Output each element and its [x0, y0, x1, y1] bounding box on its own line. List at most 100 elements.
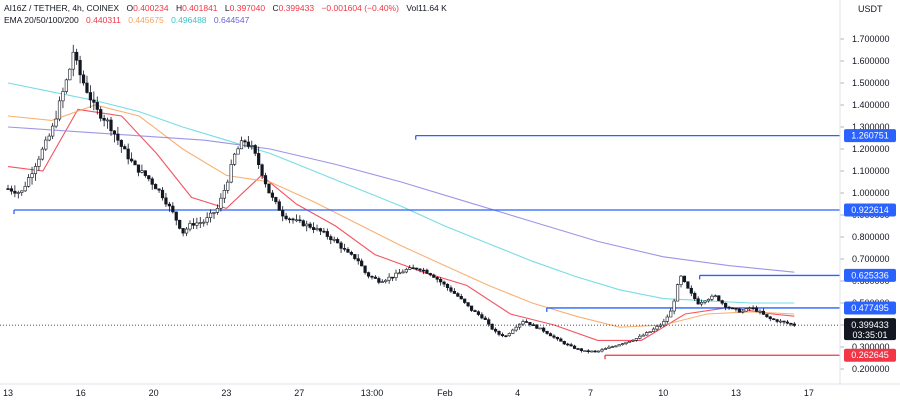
ohlc-legend: AI16Z / TETHER, 4h, COINEX O0.400234 H0.… — [4, 3, 452, 14]
candle-body — [645, 332, 649, 336]
candle-body — [552, 335, 556, 338]
candle-body — [44, 139, 48, 150]
candle-body — [195, 222, 199, 226]
x-tick-label: Feb — [437, 388, 453, 398]
ema-line-ema-100 — [7, 82, 795, 304]
ema50-value: 0.445675 — [128, 15, 164, 25]
candle-body — [504, 335, 508, 338]
candle-body — [545, 331, 549, 334]
candle-body — [373, 276, 378, 279]
level-price-label: 0.922614 — [851, 205, 889, 215]
candle-body — [442, 281, 446, 285]
candle-body — [435, 277, 439, 280]
candle-body — [621, 343, 625, 345]
candle-body — [315, 228, 319, 230]
candle-body — [662, 321, 666, 326]
candle-body — [586, 350, 590, 353]
candle-countdown: 03:35:01 — [852, 330, 887, 340]
candle-body — [68, 68, 72, 81]
candle-body — [765, 314, 769, 318]
level-price-label: 0.477495 — [851, 303, 889, 313]
candle-body — [215, 208, 220, 213]
candle-body — [596, 350, 601, 353]
candle-body — [394, 272, 398, 278]
level-price-tag — [844, 268, 896, 282]
candle-body — [542, 327, 546, 332]
candle-body — [329, 236, 333, 241]
candle-body — [720, 300, 724, 304]
candle-body — [360, 260, 364, 267]
candle-body — [493, 328, 498, 332]
candle-body — [693, 292, 697, 300]
candle-body — [143, 170, 147, 176]
y-tick-label: 0.800000 — [852, 232, 890, 242]
candle-body — [408, 267, 412, 270]
candle-body — [507, 333, 511, 337]
y-tick-label: 1.700000 — [852, 34, 890, 44]
candle-body — [439, 278, 443, 283]
open-value: O0.400234 — [126, 3, 169, 13]
candle-body — [349, 252, 353, 255]
candle-body — [30, 173, 34, 178]
x-tick-label: 7 — [588, 388, 593, 398]
candle-body — [634, 338, 638, 341]
candle-body — [782, 320, 786, 323]
candle-body — [421, 269, 426, 272]
candle-body — [548, 333, 553, 337]
candle-body — [263, 175, 268, 185]
candle-body — [480, 314, 484, 319]
candle-body — [463, 298, 467, 303]
candle-body — [71, 51, 75, 70]
level-price-tag — [844, 203, 896, 217]
candle-body — [287, 218, 292, 221]
candle-body — [428, 273, 432, 276]
candle-body — [445, 283, 450, 289]
candle-body — [274, 197, 278, 203]
candle-body — [487, 319, 491, 325]
x-tick-label: 27 — [294, 388, 304, 398]
candle-body — [267, 183, 271, 194]
candle-body — [473, 310, 477, 312]
candle-body — [184, 228, 189, 234]
x-tick-label: 13:00 — [361, 388, 384, 398]
candle-body — [164, 197, 168, 205]
candle-body — [191, 223, 196, 226]
candle-body — [356, 258, 360, 262]
candle-body — [751, 307, 755, 310]
candle-body — [449, 287, 453, 292]
candle-body — [133, 160, 137, 166]
candle-body — [212, 212, 216, 214]
candle-body — [576, 348, 580, 350]
candle-body — [562, 341, 566, 345]
candle-body — [730, 307, 735, 310]
candle-body — [425, 269, 429, 274]
candle-body — [222, 190, 226, 199]
candle-body — [521, 321, 525, 325]
candle-body — [109, 119, 113, 132]
candle-body — [559, 338, 563, 342]
candle-body — [459, 295, 463, 300]
level-price-tag — [844, 348, 896, 362]
candle-body — [57, 100, 62, 120]
candle-body — [64, 79, 68, 92]
candle-body — [332, 239, 336, 241]
candle-body — [246, 141, 250, 147]
x-tick-label: 23 — [221, 388, 231, 398]
candle-body — [208, 212, 213, 218]
candle-body — [226, 181, 230, 191]
ema20-value: 0.440311 — [86, 15, 121, 25]
candle-body — [754, 307, 759, 312]
candle-body — [102, 118, 106, 121]
candle-body — [23, 186, 27, 192]
candle-body — [727, 306, 731, 309]
candle-body — [792, 323, 796, 326]
candle-body — [655, 326, 659, 330]
candle-body — [555, 336, 559, 340]
candle-body — [665, 316, 669, 322]
candle-body — [772, 318, 776, 321]
candle-body — [181, 228, 185, 234]
candle-body — [610, 346, 614, 348]
candle-body — [61, 91, 65, 102]
candle-body — [40, 148, 44, 160]
